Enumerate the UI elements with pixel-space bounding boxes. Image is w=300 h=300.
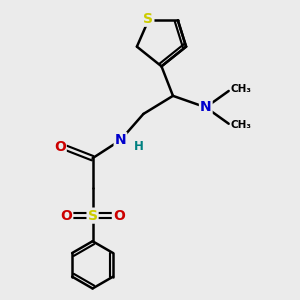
Text: O: O xyxy=(54,140,66,154)
Text: O: O xyxy=(113,208,125,223)
Text: S: S xyxy=(88,208,98,223)
Text: O: O xyxy=(60,208,72,223)
Text: CH₃: CH₃ xyxy=(231,120,252,130)
Text: CH₃: CH₃ xyxy=(231,84,252,94)
Text: S: S xyxy=(143,12,153,26)
Text: N: N xyxy=(115,133,126,147)
Text: H: H xyxy=(134,140,143,153)
Text: N: N xyxy=(200,100,212,114)
